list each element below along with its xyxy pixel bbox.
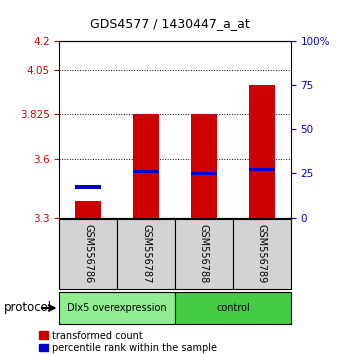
Text: GSM556788: GSM556788 (199, 224, 209, 284)
Text: Dlx5 overexpression: Dlx5 overexpression (67, 303, 167, 313)
Bar (59, 219, 117, 289)
Bar (249, 85, 275, 218)
Bar (191, 114, 217, 218)
Bar (191, 172, 217, 175)
Text: GSM556789: GSM556789 (257, 224, 267, 284)
Text: GDS4577 / 1430447_a_at: GDS4577 / 1430447_a_at (90, 17, 250, 30)
Bar (75, 201, 101, 218)
Legend: transformed count, percentile rank within the sample: transformed count, percentile rank withi… (39, 331, 218, 353)
Bar (133, 114, 159, 218)
Text: GSM556787: GSM556787 (141, 224, 151, 284)
Bar (133, 170, 159, 173)
Bar (75, 185, 101, 189)
Bar (175, 219, 233, 289)
Text: protocol: protocol (3, 302, 52, 314)
Bar (59, 292, 175, 324)
Bar (233, 219, 291, 289)
Bar (175, 292, 291, 324)
Bar (117, 219, 175, 289)
Bar (249, 168, 275, 171)
Text: GSM556786: GSM556786 (83, 224, 94, 284)
Text: control: control (216, 303, 250, 313)
